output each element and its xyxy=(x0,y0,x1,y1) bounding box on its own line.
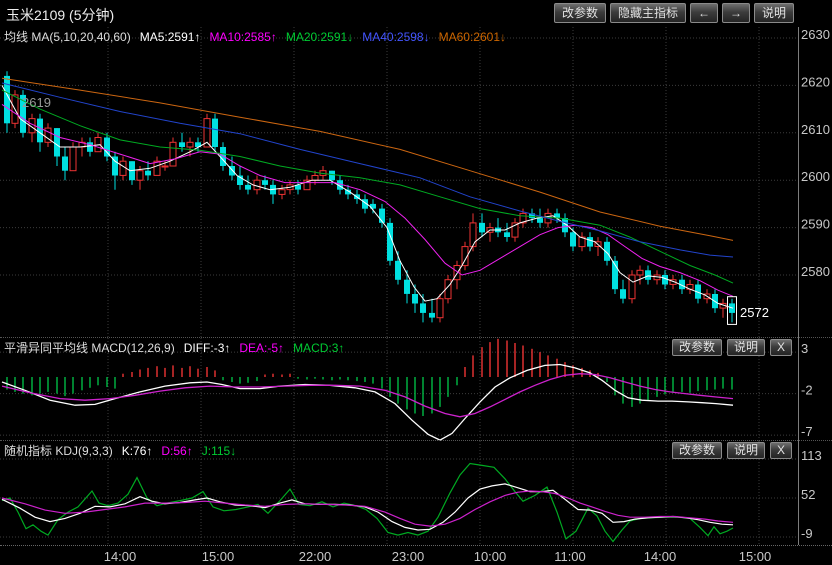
indicator-value: MA5:2591↑ xyxy=(139,30,201,44)
price-axis-border xyxy=(798,27,799,545)
indicator-value: DEA:-5↑ xyxy=(239,341,285,355)
indicator-value: 平滑异同平均线 MACD(12,26,9) xyxy=(4,341,175,355)
ma40-line xyxy=(1,82,734,258)
dea-line xyxy=(1,373,734,418)
main-chart-panel: 均线 MA(5,10,20,40,60) MA5:2591↑ MA10:2585↑ M… xyxy=(0,27,832,337)
axis-label: 3 xyxy=(801,341,808,356)
last-candle-marker xyxy=(727,296,737,325)
ma10-line xyxy=(1,103,734,297)
macd-panel: 平滑异同平均线 MACD(12,26,9) DIFF:-3↑ DEA:-5↑ MACD… xyxy=(0,337,832,441)
macd-chart[interactable]: 3 -2 -7 xyxy=(0,338,832,441)
kdj-change-params-button[interactable]: 改参数 xyxy=(671,442,722,459)
kdj-chart[interactable]: 113 52 -9 xyxy=(0,441,832,546)
kdj-panel: 随机指标 KDJ(9,3,3) K:76↑ D:56↑ J:115↓ 改参数 说明 X 1… xyxy=(0,440,832,546)
axis-label: 2590 xyxy=(801,217,830,232)
ma-indicator-header: 均线 MA(5,10,20,40,60) MA5:2591↑ MA10:2585↑ M… xyxy=(4,28,515,45)
indicator-value: K:76↑ xyxy=(121,444,153,458)
macd-indicator-header: 平滑异同平均线 MACD(12,26,9) DIFF:-3↑ DEA:-5↑ MACD… xyxy=(4,339,353,356)
macd-change-params-button[interactable]: 改参数 xyxy=(671,339,722,356)
axis-label: 2620 xyxy=(801,74,830,89)
axis-label: -9 xyxy=(801,526,813,541)
indicator-value: 随机指标 KDJ(9,3,3) xyxy=(4,444,113,458)
indicator-value: DIFF:-3↑ xyxy=(183,341,231,355)
axis-label: 2630 xyxy=(801,27,830,42)
ma60-line xyxy=(1,77,734,241)
time-label: 23:00 xyxy=(391,549,425,564)
indicator-value: D:56↑ xyxy=(161,444,193,458)
time-label: 15:00 xyxy=(738,549,772,564)
axis-label: -7 xyxy=(801,424,813,439)
indicator-value: J:115↓ xyxy=(201,444,237,458)
contract-title: 玉米2109 (5分钟) xyxy=(6,7,115,23)
time-label: 22:00 xyxy=(298,549,332,564)
indicator-value: MA10:2585↑ xyxy=(209,30,277,44)
scroll-left-button[interactable]: ← xyxy=(689,3,718,23)
time-label: 10:00 xyxy=(473,549,507,564)
time-label: 14:00 xyxy=(643,549,677,564)
axis-label: 2580 xyxy=(801,264,830,279)
kdj-indicator-header: 随机指标 KDJ(9,3,3) K:76↑ D:56↑ J:115↓ xyxy=(4,442,245,459)
axis-label: 2619 xyxy=(22,95,51,110)
d-line xyxy=(1,490,734,527)
diff-line xyxy=(1,363,734,441)
axis-label: 2600 xyxy=(801,169,830,184)
candlestick-chart[interactable]: 2630 2620 2610 2600 2590 2580 2572 2619 xyxy=(0,27,832,337)
indicator-value: MACD:3↑ xyxy=(293,341,345,355)
j-line xyxy=(1,462,734,543)
time-axis: 14:00 15:00 22:00 23:00 10:00 11:00 14:00 15:00 xyxy=(0,545,832,565)
title-bar: 玉米2109 (5分钟) 改参数 隐藏主指标 ← → 说明 xyxy=(0,0,832,27)
hide-main-indicator-button[interactable]: 隐藏主指标 xyxy=(609,3,686,23)
time-label: 11:00 xyxy=(554,549,586,564)
kdj-help-button[interactable]: 说明 xyxy=(726,442,765,459)
time-label: 14:00 xyxy=(103,549,137,564)
ma5-line xyxy=(1,85,734,309)
ma20-line xyxy=(1,89,734,284)
axis-label: 2610 xyxy=(801,122,830,137)
axis-label: -2 xyxy=(801,383,813,398)
indicator-value: MA20:2591↓ xyxy=(285,30,354,44)
help-button[interactable]: 说明 xyxy=(753,3,794,23)
indicator-value: MA40:2598↓ xyxy=(362,30,430,44)
scroll-right-button[interactable]: → xyxy=(721,3,750,23)
axis-label: 2572 xyxy=(740,305,769,320)
change-params-button[interactable]: 改参数 xyxy=(553,3,606,23)
indicator-value: 均线 MA(5,10,20,40,60) xyxy=(4,30,131,44)
kdj-panel-buttons: 改参数 说明 X xyxy=(671,442,792,459)
macd-help-button[interactable]: 说明 xyxy=(726,339,765,356)
time-label: 15:00 xyxy=(201,549,235,564)
axis-label: 113 xyxy=(801,448,822,463)
k-line xyxy=(1,483,734,531)
macd-close-button[interactable]: X xyxy=(769,339,792,356)
title-bar-buttons: 改参数 隐藏主指标 ← → 说明 xyxy=(553,3,794,23)
indicator-value: MA60:2601↓ xyxy=(438,30,506,44)
kdj-close-button[interactable]: X xyxy=(769,442,792,459)
candlesticks xyxy=(4,71,735,323)
macd-panel-buttons: 改参数 说明 X xyxy=(671,339,792,356)
axis-label: 52 xyxy=(801,487,815,502)
